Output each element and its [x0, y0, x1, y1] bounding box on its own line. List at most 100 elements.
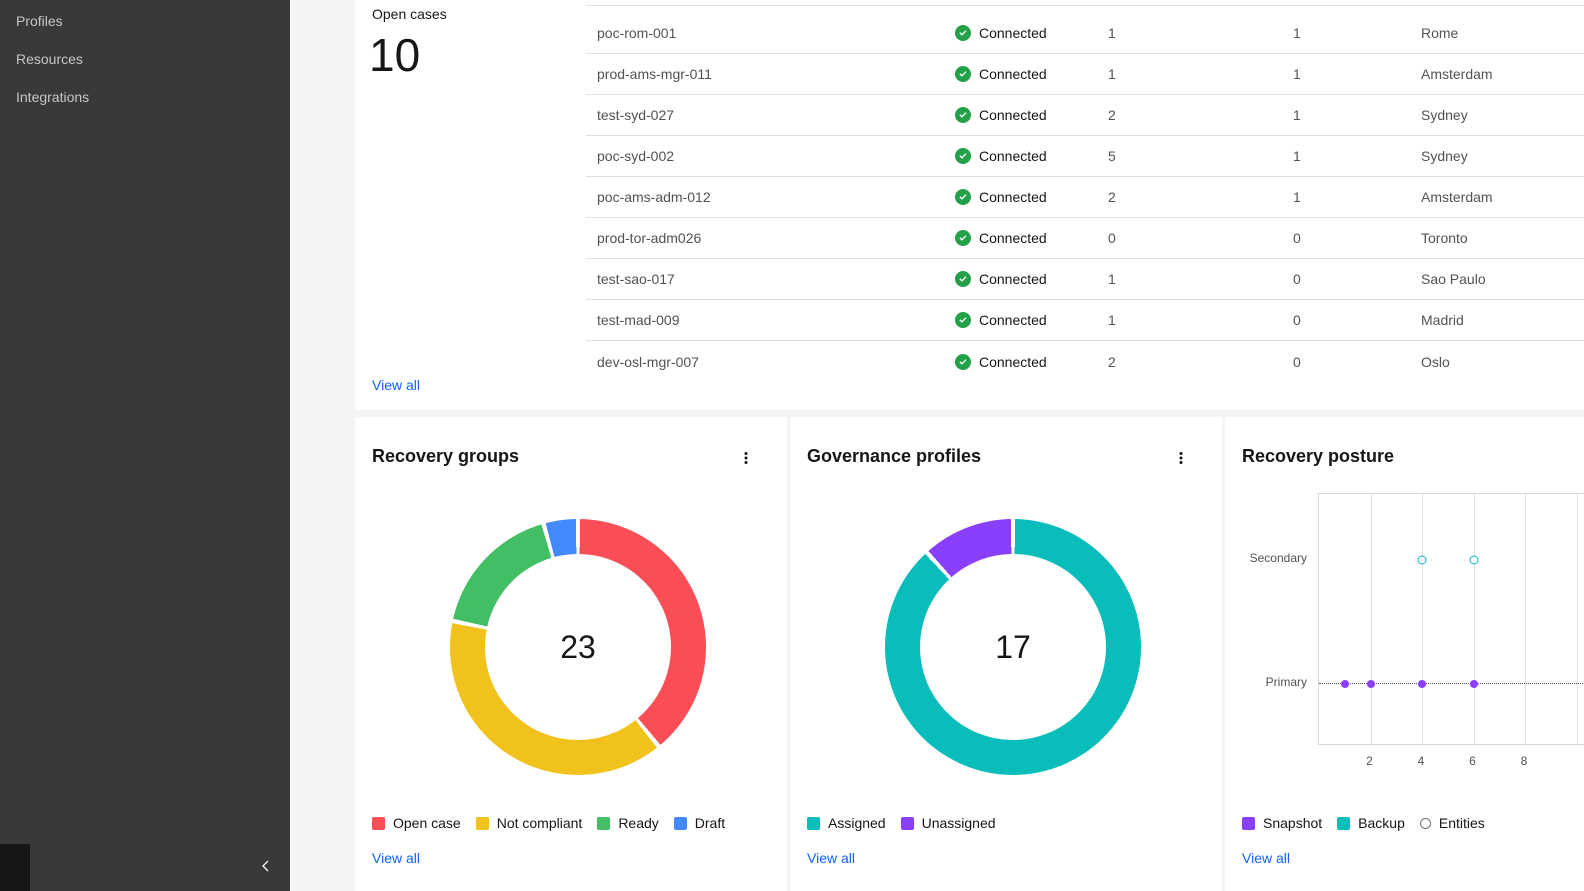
- status-cell: Connected: [955, 230, 1108, 246]
- primary-threshold-line: [1319, 683, 1584, 684]
- recovery-posture-card: Recovery posture Snapshot Backup Entities …: [1225, 417, 1584, 891]
- count-col-2: 1: [1293, 107, 1301, 123]
- status-cell: Connected: [955, 353, 1108, 370]
- connections-table: poc-rom-001 Connected 1 1 Rome prod-ams-mgr-0…: [586, 5, 1584, 382]
- status-label: Connected: [979, 312, 1047, 328]
- legend-swatch: [807, 816, 820, 830]
- data-point-snapshot: [1469, 680, 1478, 688]
- plot-gridline: [1525, 494, 1526, 744]
- location-cell: Sao Paulo: [1421, 271, 1486, 287]
- legend-label: Not compliant: [496, 815, 583, 831]
- table-row[interactable]: prod-tor-adm026 Connected 0 0 Toronto: [586, 218, 1584, 259]
- y-axis-label: Primary: [1265, 675, 1307, 689]
- legend-item: Open case: [372, 815, 461, 831]
- sidebar-collapse-button[interactable]: [242, 844, 290, 891]
- resource-name: test-mad-009: [597, 312, 680, 328]
- legend-item: Snapshot: [1242, 815, 1322, 831]
- overflow-menu-button[interactable]: [730, 443, 762, 475]
- legend-item: Ready: [597, 815, 659, 831]
- recovery-groups-view-all-link[interactable]: View all: [372, 850, 420, 866]
- status-cell: Connected: [955, 189, 1108, 205]
- posture-plot: [1318, 493, 1584, 745]
- count-col-1: 1: [1108, 312, 1116, 328]
- connected-check-icon: [955, 230, 971, 246]
- backup-legend-marker: [1337, 816, 1351, 830]
- status-label: Connected: [979, 66, 1047, 82]
- count-col-2: 1: [1293, 25, 1301, 41]
- table-row[interactable]: poc-ams-adm-012 Connected 2 1 Amsterdam: [586, 177, 1584, 218]
- count-col-2: 1: [1293, 66, 1301, 82]
- data-point-backup: [1417, 555, 1427, 565]
- status-label: Connected: [979, 25, 1047, 41]
- status-cell: Connected: [955, 148, 1108, 164]
- sidebar-item-integrations[interactable]: Integrations: [16, 89, 90, 105]
- resource-name: poc-ams-adm-012: [597, 189, 711, 205]
- resource-name: prod-ams-mgr-011: [597, 66, 712, 82]
- count-col-1: 1: [1108, 271, 1116, 287]
- sidebar-item-resources[interactable]: Resources: [16, 51, 83, 67]
- sidebar-item-profiles[interactable]: Profiles: [16, 13, 63, 29]
- open-cases-label: Open cases: [372, 6, 447, 22]
- table-row[interactable]: test-sao-017 Connected 1 0 Sao Paulo: [586, 259, 1584, 300]
- connections-panel: Open cases 10 View all poc-rom-001 Connec…: [355, 0, 1584, 410]
- status-label: Connected: [979, 271, 1047, 287]
- legend-item: Unassigned: [900, 815, 996, 831]
- status-cell: Connected: [955, 66, 1108, 82]
- data-point-snapshot: [1418, 680, 1426, 688]
- card-title: Recovery groups: [372, 446, 520, 466]
- connected-check-icon: [955, 148, 971, 164]
- recovery-groups-donut: 23: [450, 519, 706, 775]
- recovery-posture-view-all-link[interactable]: View all: [1242, 850, 1290, 866]
- sidebar-footer: [0, 844, 290, 891]
- plot-gridline: [1473, 494, 1475, 744]
- legend-item: Entities: [1419, 815, 1485, 831]
- data-point-backup: [1469, 555, 1478, 565]
- sidebar: Profiles Resources Integrations: [0, 0, 290, 891]
- location-cell: Toronto: [1421, 230, 1468, 246]
- chevron-left-icon: [258, 858, 274, 877]
- y-axis-label: Secondary: [1249, 551, 1307, 565]
- legend-swatch: [597, 816, 611, 830]
- legend-label: Draft: [694, 815, 726, 831]
- count-col-2: 0: [1293, 230, 1301, 246]
- location-cell: Sydney: [1421, 148, 1468, 164]
- legend-label: Backup: [1358, 815, 1405, 831]
- table-row[interactable]: poc-rom-001 Connected 1 1 Rome: [586, 13, 1584, 54]
- connected-check-icon: [955, 353, 971, 370]
- data-point-snapshot: [1340, 680, 1349, 688]
- table-row[interactable]: prod-ams-mgr-011 Connected 1 1 Amsterdam: [586, 54, 1584, 95]
- resource-name: test-syd-027: [597, 107, 675, 123]
- recovery-groups-legend: Open case Not compliant Ready Draft: [372, 815, 725, 831]
- governance-profiles-donut: 17: [885, 519, 1141, 775]
- table-row[interactable]: dev-osl-mgr-007 Connected 2 0 Oslo: [586, 341, 1584, 382]
- sidebar-nav: Profiles Resources Integrations: [0, 0, 290, 116]
- governance-profiles-legend: Assigned Unassigned: [807, 815, 996, 831]
- table-row[interactable]: test-mad-009 Connected 1 0 Madrid: [586, 300, 1584, 341]
- governance-profiles-view-all-link[interactable]: View all: [807, 850, 855, 866]
- recovery-posture-legend: Snapshot Backup Entities: [1242, 815, 1485, 831]
- location-cell: Amsterdam: [1421, 189, 1493, 205]
- location-cell: Madrid: [1421, 312, 1464, 328]
- status-label: Connected: [979, 189, 1047, 205]
- connected-check-icon: [955, 25, 971, 41]
- table-row[interactable]: poc-syd-002 Connected 5 1 Sydney: [586, 136, 1584, 177]
- connections-view-all-link[interactable]: View all: [372, 377, 420, 393]
- connected-check-icon: [955, 189, 971, 205]
- location-cell: Sydney: [1421, 107, 1468, 123]
- resource-name: dev-osl-mgr-007: [597, 353, 699, 370]
- status-cell: Connected: [955, 25, 1108, 41]
- plot-gridline: [1422, 494, 1423, 744]
- location-cell: Oslo: [1421, 353, 1450, 370]
- count-col-1: 5: [1108, 148, 1116, 164]
- x-axis-tick-label: 8: [1520, 754, 1528, 768]
- status-cell: Connected: [955, 271, 1108, 287]
- table-row[interactable]: test-syd-027 Connected 2 1 Sydney: [586, 95, 1584, 136]
- donut-total: 23: [560, 628, 596, 665]
- overflow-menu-button[interactable]: [1165, 443, 1197, 475]
- donut-center: 23: [485, 554, 671, 740]
- recovery-groups-card: Recovery groups 23 Open case Not complian…: [355, 417, 787, 891]
- count-col-2: 1: [1293, 148, 1301, 164]
- legend-label: Ready: [618, 815, 659, 831]
- count-col-2: 0: [1293, 353, 1301, 370]
- card-title: Recovery posture: [1242, 446, 1395, 466]
